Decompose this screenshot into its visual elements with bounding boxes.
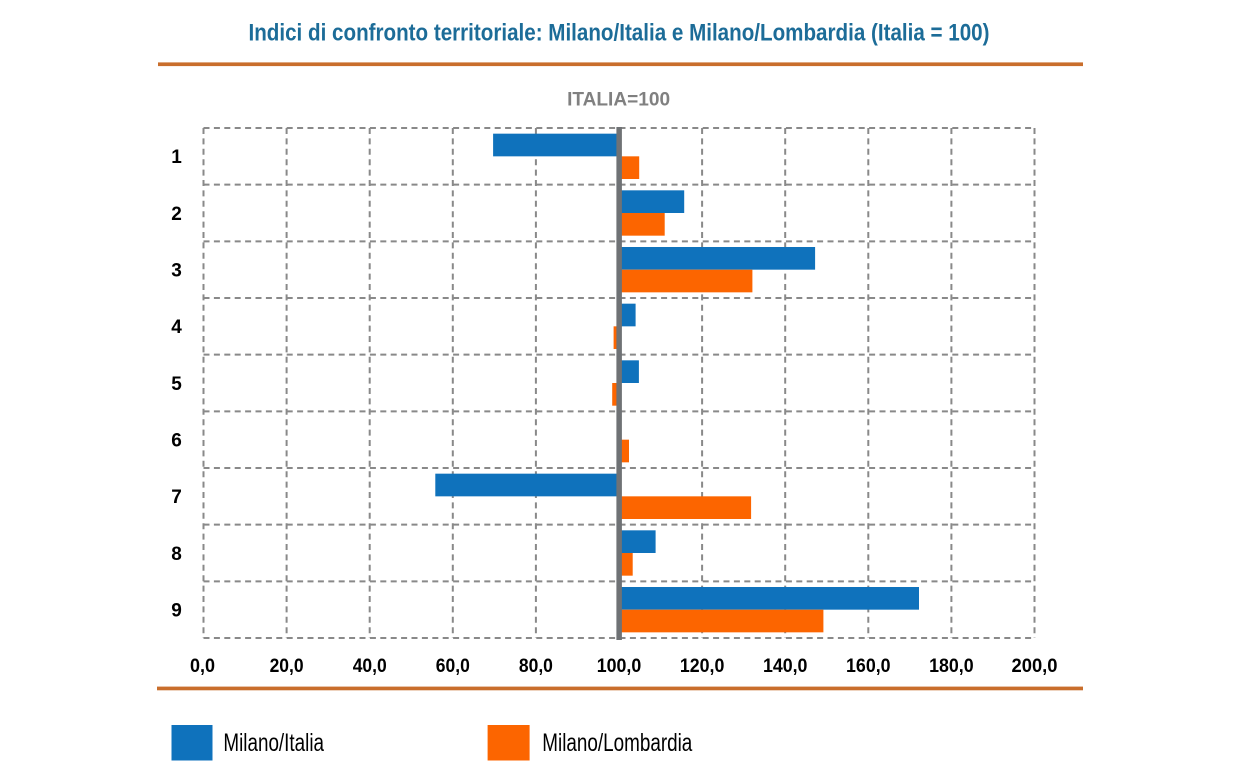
svg-text:120,0: 120,0 — [680, 656, 725, 677]
svg-text:80,0: 80,0 — [519, 656, 553, 677]
svg-text:5: 5 — [171, 374, 182, 395]
svg-text:180,0: 180,0 — [929, 656, 974, 677]
svg-text:ITALIA=100: ITALIA=100 — [567, 90, 670, 111]
svg-text:9: 9 — [171, 601, 182, 622]
svg-text:Milano/Italia: Milano/Italia — [223, 729, 324, 757]
svg-text:3: 3 — [171, 261, 182, 282]
svg-text:0,0: 0,0 — [190, 656, 215, 677]
svg-text:4: 4 — [171, 317, 182, 338]
svg-text:Milano/Lombardia: Milano/Lombardia — [542, 729, 692, 757]
svg-text:40,0: 40,0 — [353, 656, 387, 677]
svg-text:140,0: 140,0 — [763, 656, 808, 677]
svg-text:200,0: 200,0 — [1012, 656, 1058, 677]
svg-text:6: 6 — [171, 431, 182, 452]
svg-text:20,0: 20,0 — [270, 656, 304, 677]
svg-text:8: 8 — [171, 544, 182, 565]
svg-text:7: 7 — [171, 487, 182, 508]
svg-text:160,0: 160,0 — [846, 656, 891, 677]
svg-text:60,0: 60,0 — [436, 656, 470, 677]
svg-text:2: 2 — [171, 204, 182, 225]
svg-text:1: 1 — [171, 147, 182, 168]
svg-text:100,0: 100,0 — [597, 656, 642, 677]
svg-text:Indici di confronto territoria: Indici di confronto territoriale: Milano… — [249, 20, 990, 47]
